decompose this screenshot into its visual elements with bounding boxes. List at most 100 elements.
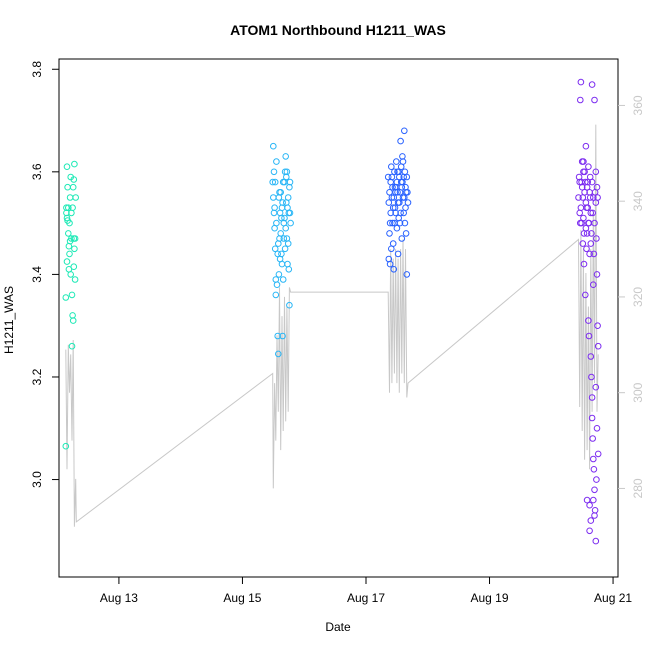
data-point-s1-37: [279, 178, 287, 186]
data-point-s2-34: [388, 173, 396, 181]
data-point-s2-6: [388, 194, 396, 201]
data-point-s3-31: [594, 322, 601, 330]
data-point-s3-58: [579, 194, 587, 201]
data-point-s0-25: [71, 276, 79, 283]
data-point-s0-31: [67, 271, 74, 278]
data-point-s3-38: [586, 501, 593, 509]
x-axis-label: Date: [325, 620, 351, 634]
data-point-s3-16: [585, 317, 592, 324]
data-point-s3-37: [583, 496, 591, 504]
data-point-s2-30: [403, 271, 411, 278]
data-point-s3-28: [592, 537, 600, 545]
data-point-s1-33: [275, 240, 282, 247]
data-point-s0-33: [72, 194, 79, 201]
data-point-s3-70: [593, 235, 600, 242]
data-point-s1-44: [278, 214, 285, 222]
data-point-s3-64: [594, 194, 601, 201]
data-point-s1-41: [284, 194, 292, 201]
data-point-s1-20: [279, 276, 287, 283]
data-point-s3-46: [581, 168, 588, 176]
data-point-s3-43: [577, 204, 585, 211]
data-point-s1-9: [273, 281, 281, 289]
data-point-s3-0: [575, 194, 582, 201]
data-point-s0-34: [66, 250, 73, 258]
data-point-s1-45: [281, 245, 289, 253]
data-point-s2-50: [394, 168, 401, 176]
data-point-s2-13: [393, 158, 400, 165]
data-point-s3-26: [591, 486, 598, 494]
data-point-s2-54: [388, 245, 395, 253]
data-point-s2-5: [388, 163, 395, 170]
data-point-s1-51: [280, 235, 288, 242]
y-tick-label-4: 3.8: [30, 61, 44, 78]
plot-frame: [58, 58, 619, 578]
data-point-s1-48: [275, 194, 283, 201]
data-point-s3-51: [587, 209, 595, 217]
data-point-s2-29: [402, 230, 410, 237]
chart-title: ATOM1 Northbound H1211_WAS: [230, 22, 446, 38]
data-point-s1-0: [269, 178, 277, 186]
data-point-s1-1: [270, 142, 277, 150]
data-point-s3-7: [579, 240, 587, 247]
data-point-s0-27: [66, 237, 74, 245]
data-point-s1-12: [275, 350, 282, 358]
data-point-s3-12: [582, 142, 590, 150]
x-tick-label-1: Aug 15: [223, 591, 261, 605]
data-point-s3-60: [584, 204, 592, 211]
data-point-s2-14: [393, 224, 401, 232]
data-point-s0-19: [70, 176, 78, 183]
data-point-s0-26: [68, 209, 75, 217]
data-point-s0-15: [68, 291, 76, 299]
data-point-s3-40: [590, 496, 597, 504]
data-point-s3-45: [580, 214, 587, 222]
data-point-s2-0: [384, 173, 392, 181]
data-point-s3-72: [580, 158, 587, 165]
data-point-s2-7: [389, 219, 396, 227]
data-point-s2-35: [389, 204, 397, 211]
data-point-s3-62: [589, 209, 597, 217]
y2-tick-label-3: 340: [631, 191, 645, 211]
y2-tick-label-2: 320: [631, 287, 645, 307]
data-point-s2-33: [387, 209, 395, 217]
data-point-s2-16: [394, 250, 402, 258]
data-point-s3-32: [594, 342, 602, 350]
data-point-s3-75: [587, 240, 595, 247]
data-point-s3-21: [588, 373, 595, 381]
y-axis-label: H1211_WAS: [2, 286, 16, 354]
data-point-s2-22: [398, 235, 406, 242]
data-point-s1-4: [271, 245, 279, 253]
data-point-s3-57: [577, 219, 584, 227]
data-point-s3-74: [585, 163, 592, 170]
data-point-s3-20: [587, 353, 595, 360]
data-point-s2-55: [390, 194, 398, 201]
data-point-s2-57: [397, 163, 405, 170]
data-point-s3-35: [592, 168, 600, 176]
data-point-s3-18: [586, 250, 593, 258]
data-point-s2-46: [403, 173, 411, 181]
data-point-s1-39: [282, 224, 290, 232]
data-point-s0-20: [71, 160, 78, 168]
data-point-s3-76: [590, 281, 597, 289]
data-point-s3-24: [590, 455, 597, 463]
y-tick-label-1: 3.2: [30, 368, 44, 385]
data-point-s0-1: [62, 294, 70, 301]
data-point-s1-10: [272, 291, 280, 299]
data-point-s0-30: [63, 214, 71, 222]
data-point-s1-50: [279, 199, 286, 206]
data-point-s3-77: [592, 383, 600, 391]
data-point-s1-32: [273, 219, 280, 227]
data-point-s2-26: [401, 127, 408, 135]
data-point-s0-32: [70, 263, 78, 271]
y2-tick-label-4: 360: [631, 95, 645, 115]
data-point-s0-17: [69, 317, 77, 324]
data-point-s0-18: [68, 342, 76, 350]
data-point-s3-29: [593, 476, 600, 483]
data-point-s2-39: [394, 199, 402, 206]
data-point-s2-60: [385, 255, 393, 263]
data-point-s1-28: [284, 240, 292, 247]
data-point-s3-71: [578, 178, 585, 186]
data-point-s0-6: [65, 230, 72, 237]
data-point-s3-69: [590, 250, 598, 258]
data-point-s3-34: [591, 96, 598, 104]
